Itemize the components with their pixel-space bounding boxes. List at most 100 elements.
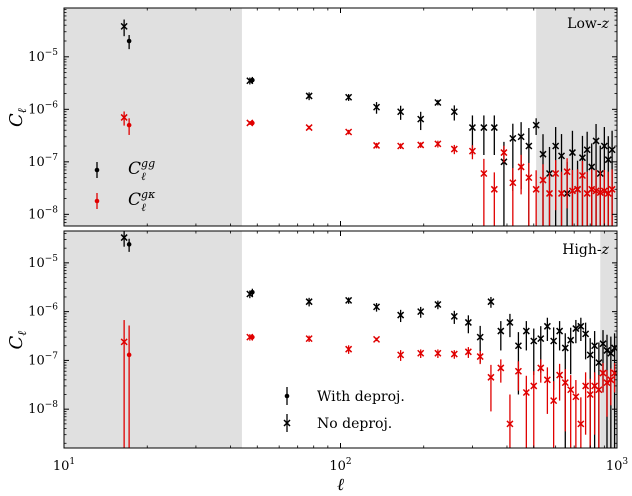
x-marker — [557, 189, 566, 197]
legend-label: Cgκ ℓ — [128, 188, 156, 214]
data-point — [450, 144, 458, 155]
data-point — [397, 105, 405, 120]
data-point — [588, 169, 596, 226]
data-point — [578, 160, 586, 226]
x-marker — [591, 342, 599, 350]
data-point — [126, 238, 132, 252]
x-marker — [561, 344, 569, 352]
data-point — [572, 380, 580, 448]
x-marker — [517, 163, 525, 171]
data-point — [250, 76, 255, 84]
data-point — [596, 170, 604, 226]
data-point — [434, 140, 442, 148]
data-point — [567, 375, 575, 448]
data-point — [607, 368, 615, 406]
x-tick-label: 102 — [329, 457, 351, 474]
x-tick-label: 103 — [606, 457, 629, 474]
x-marker — [583, 146, 591, 154]
x-marker — [588, 163, 596, 171]
x-marker — [582, 330, 590, 338]
legend: Cgg ℓ Cgκ ℓ — [94, 157, 156, 214]
y-tick-label: 10−8 — [28, 400, 58, 417]
x-marker — [497, 364, 505, 372]
data-point — [552, 160, 560, 211]
x-marker — [120, 22, 128, 30]
x-marker — [578, 154, 586, 162]
data-point — [305, 124, 313, 132]
x-marker — [545, 189, 554, 197]
x-marker — [563, 168, 571, 176]
x-marker — [530, 382, 538, 390]
x-marker — [397, 351, 405, 359]
x-marker — [373, 303, 381, 311]
x-marker — [522, 327, 530, 335]
data-point — [514, 361, 522, 391]
x-marker — [120, 113, 128, 121]
x-marker — [552, 169, 560, 178]
x-marker — [487, 298, 495, 306]
data-point — [582, 322, 590, 360]
x-marker — [556, 371, 564, 379]
y-tick-label: 10−5 — [28, 254, 58, 271]
data-point — [561, 369, 569, 432]
x-marker — [514, 367, 522, 375]
x-marker — [509, 134, 517, 142]
data-point — [450, 310, 458, 324]
x-marker — [305, 124, 313, 132]
x-marker — [345, 93, 353, 101]
x-marker — [599, 340, 607, 348]
x-marker — [530, 337, 538, 345]
x-marker — [552, 142, 560, 150]
data-point — [373, 335, 381, 343]
data-point — [250, 120, 255, 126]
y-axis-label: Cℓ — [6, 108, 29, 127]
data-point — [487, 296, 495, 308]
x-axis: 101 102 103 ℓ — [53, 457, 629, 495]
y-tick-label: 10−7 — [28, 153, 58, 170]
x-marker — [522, 388, 530, 397]
x-marker — [434, 98, 442, 107]
legend: With deproj. No deproj. — [283, 387, 405, 432]
x-marker — [556, 327, 564, 335]
data-point — [487, 364, 495, 412]
panel-title: Low-z — [567, 16, 609, 32]
data-point — [525, 163, 533, 226]
data-point — [450, 105, 458, 121]
x-marker — [525, 174, 533, 182]
x-marker — [532, 185, 540, 193]
data-point — [509, 168, 517, 226]
x-marker — [586, 390, 594, 399]
shaded-region-2 — [600, 231, 617, 448]
x-marker — [539, 150, 547, 158]
x-marker — [557, 152, 566, 160]
data-point — [464, 315, 472, 334]
data-point — [373, 102, 381, 114]
x-marker — [567, 336, 575, 344]
x-marker — [574, 185, 582, 193]
data-point — [250, 288, 255, 297]
x-marker — [373, 103, 381, 111]
x-marker — [305, 92, 313, 100]
data-point — [397, 350, 405, 361]
data-point — [543, 367, 551, 414]
x-marker — [373, 141, 381, 149]
x-marker — [305, 298, 313, 306]
data-point — [572, 319, 580, 344]
data-point — [530, 328, 538, 376]
data-point — [345, 345, 353, 354]
data-point — [591, 372, 599, 435]
x-marker — [397, 311, 405, 319]
data-point — [567, 327, 575, 375]
plot-area — [120, 19, 616, 226]
y-tick-label: 10−6 — [28, 100, 58, 117]
x-marker — [514, 342, 522, 350]
x-marker — [450, 108, 458, 116]
data-point — [397, 142, 405, 150]
data-point — [480, 158, 488, 226]
data-point — [305, 335, 313, 343]
x-marker — [480, 169, 488, 178]
data-point — [522, 375, 530, 448]
x-marker — [120, 338, 128, 346]
x-marker — [450, 312, 458, 320]
